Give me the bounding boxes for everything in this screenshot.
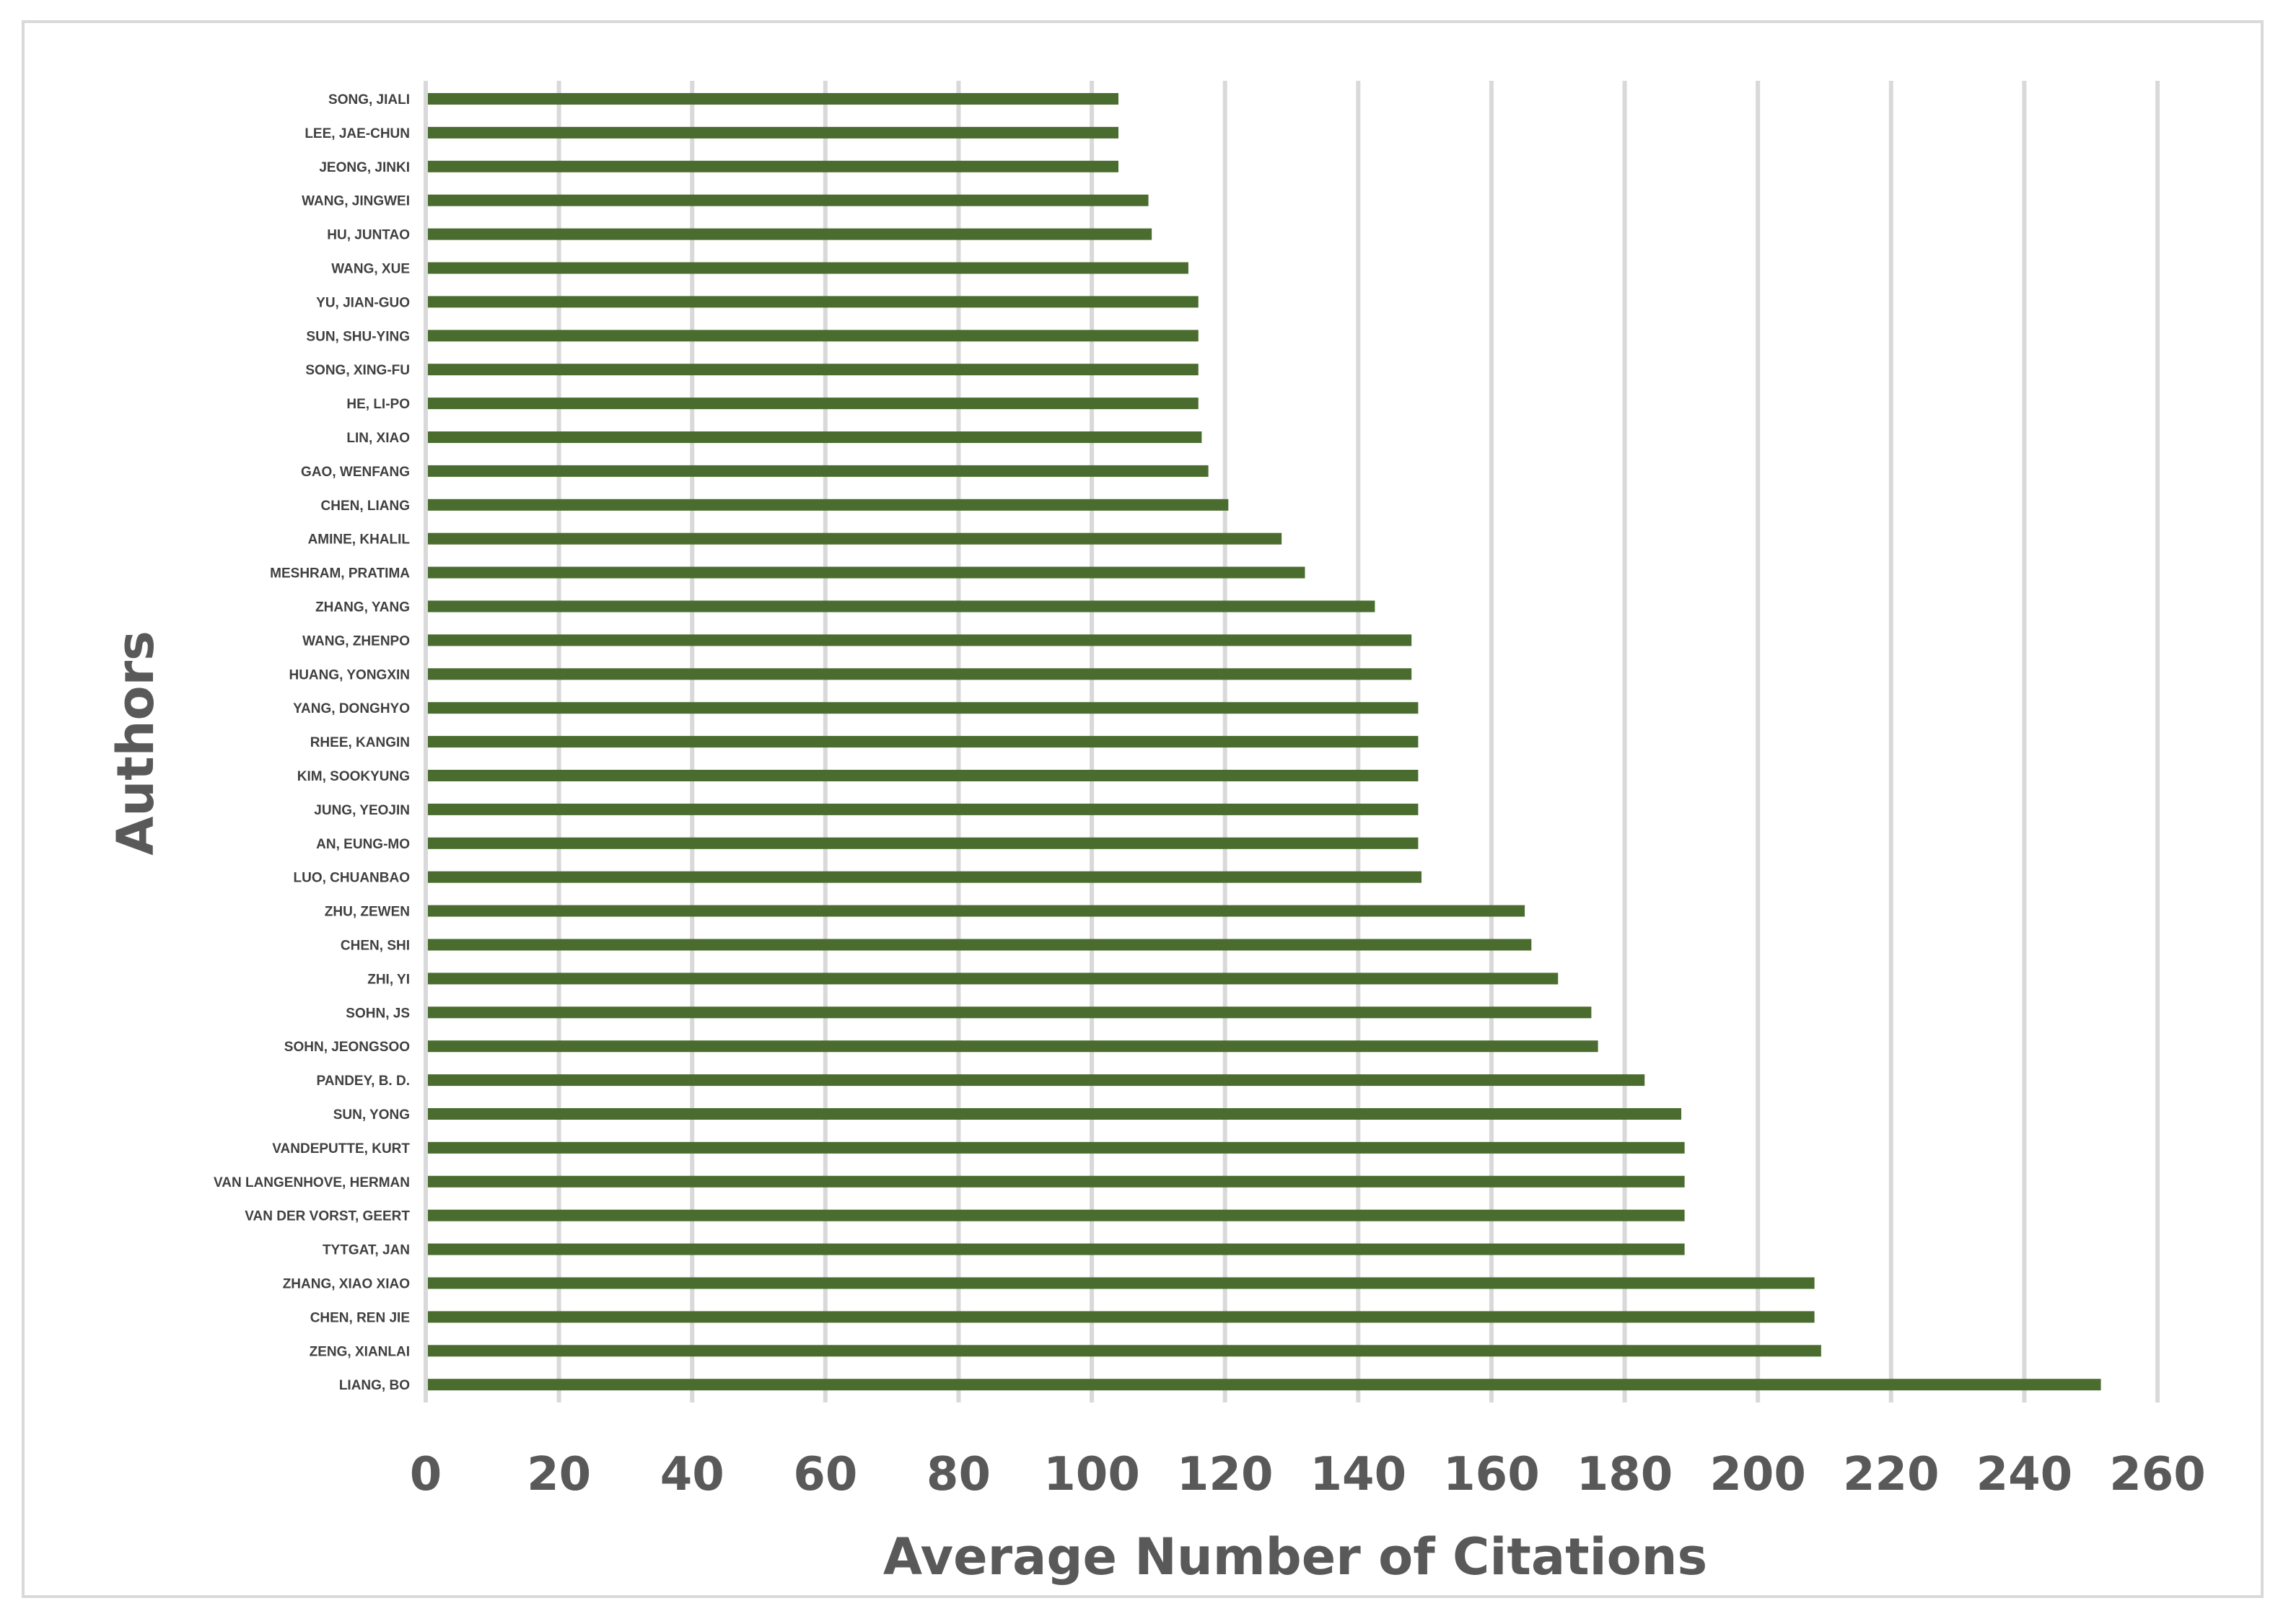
- bar: [428, 228, 1152, 240]
- bar: [428, 160, 1118, 172]
- bar: [428, 837, 1419, 849]
- category-label: LUO, CHUANBAO: [294, 871, 411, 886]
- x-tick-label: 160: [1443, 1448, 1540, 1501]
- bar: [428, 1175, 1685, 1188]
- category-label: ZHI, YI: [367, 972, 410, 987]
- bar: [428, 499, 1229, 511]
- category-label: MESHRAM, PRATIMA: [270, 566, 410, 581]
- x-tick-label: 20: [527, 1448, 591, 1501]
- bar: [428, 364, 1199, 376]
- x-tick-label: 180: [1577, 1448, 1673, 1501]
- category-label: ZHANG, XIAO XIAO: [283, 1277, 410, 1292]
- category-label: ZHANG, YANG: [315, 600, 410, 615]
- bar: [428, 296, 1199, 308]
- category-label: RHEE, KANGIN: [310, 735, 410, 750]
- category-label: WANG, JINGWEI: [302, 194, 410, 209]
- category-label: CHEN, REN JIE: [310, 1310, 410, 1325]
- bar: [428, 1141, 1685, 1154]
- bar: [428, 1040, 1598, 1053]
- x-tick-label: 60: [793, 1448, 857, 1501]
- x-tick-label: 100: [1043, 1448, 1140, 1501]
- bar: [428, 398, 1199, 410]
- bar: [428, 1311, 1815, 1323]
- bar: [428, 939, 1532, 951]
- bar: [428, 1074, 1645, 1087]
- bar: [428, 465, 1209, 477]
- bar: [428, 532, 1282, 545]
- category-label: YU, JIAN-GUO: [316, 295, 410, 310]
- x-tick-label: 220: [1843, 1448, 1940, 1501]
- bar: [428, 1243, 1685, 1255]
- category-label: WANG, ZHENPO: [302, 633, 410, 649]
- category-label: WANG, XUE: [331, 262, 410, 277]
- category-label: ZENG, XIANLAI: [310, 1344, 410, 1359]
- category-label: AMINE, KHALIL: [308, 532, 411, 548]
- bar: [428, 803, 1419, 815]
- category-label: SOHN, JEONGSOO: [284, 1040, 410, 1055]
- category-label: HE, LI-PO: [346, 397, 410, 412]
- category-label: AN, EUNG-MO: [316, 837, 410, 852]
- bar: [428, 600, 1375, 613]
- category-label: LIANG, BO: [339, 1378, 410, 1393]
- bar: [428, 1108, 1681, 1120]
- x-tick-label: 140: [1310, 1448, 1407, 1501]
- bar: [428, 262, 1188, 274]
- bar: [428, 1345, 1821, 1357]
- category-label: TYTGAT, JAN: [323, 1243, 410, 1258]
- bar: [428, 973, 1559, 985]
- bar: [428, 736, 1419, 748]
- category-label: VANDEPUTTE, KURT: [272, 1141, 410, 1156]
- bars: [428, 93, 2101, 1391]
- category-label: YANG, DONGHYO: [293, 701, 410, 716]
- bar: [428, 668, 1412, 680]
- category-label: CHEN, LIANG: [321, 499, 411, 514]
- bar: [428, 905, 1525, 917]
- category-label: CHEN, SHI: [341, 939, 410, 954]
- x-tick-label: 240: [1976, 1448, 2073, 1501]
- bar: [428, 566, 1305, 579]
- bar: [428, 871, 1422, 883]
- x-tick-label: 120: [1177, 1448, 1274, 1501]
- category-label: GAO, WENFANG: [301, 465, 410, 480]
- category-label: SONG, XING-FU: [305, 363, 410, 378]
- bar: [428, 1209, 1685, 1221]
- category-label: PANDEY, B. D.: [316, 1074, 410, 1089]
- bar: [428, 702, 1419, 714]
- category-label: SUN, SHU-YING: [306, 329, 410, 344]
- bar: [428, 1006, 1592, 1019]
- category-label: SONG, JIALI: [328, 92, 410, 107]
- category-labels: SONG, JIALI LEE, JAE-CHUN JEONG, JINKI WANG…: [214, 92, 410, 1393]
- x-tick-label: 40: [660, 1448, 724, 1501]
- x-axis-title: Average Number of Citations: [883, 1527, 1707, 1586]
- bar: [428, 431, 1202, 443]
- bar: [428, 126, 1118, 139]
- bar: [428, 1379, 2101, 1391]
- category-label: HUANG, YONGXIN: [289, 667, 410, 682]
- x-tick-labels: 0 20 40 60 80 100 120 140 160 180 200 220 240 260: [410, 1448, 2206, 1501]
- x-tick-label: 0: [410, 1448, 442, 1501]
- category-label: HU, JUNTAO: [327, 228, 410, 243]
- bar: [428, 194, 1149, 206]
- bar: [428, 330, 1199, 342]
- category-label: JEONG, JINKI: [319, 160, 410, 175]
- bar: [428, 634, 1412, 646]
- x-tick-label: 200: [1709, 1448, 1806, 1501]
- category-label: SUN, YONG: [333, 1107, 410, 1123]
- category-label: ZHU, ZEWEN: [325, 905, 410, 920]
- bar: [428, 770, 1419, 781]
- bar: [428, 1277, 1815, 1289]
- category-label: LEE, JAE-CHUN: [305, 126, 410, 141]
- x-tick-label: 260: [2109, 1448, 2206, 1501]
- y-axis-title: Authors: [106, 631, 165, 856]
- x-tick-label: 80: [927, 1448, 991, 1501]
- bar: [428, 93, 1118, 105]
- category-label: VAN LANGENHOVE, HERMAN: [214, 1175, 410, 1190]
- category-label: LIN, XIAO: [346, 431, 410, 446]
- category-label: KIM, SOOKYUNG: [297, 769, 410, 784]
- category-label: SOHN, JS: [346, 1006, 410, 1021]
- category-label: VAN DER VORST, GEERT: [245, 1209, 410, 1224]
- category-label: JUNG, YEOJIN: [314, 803, 410, 818]
